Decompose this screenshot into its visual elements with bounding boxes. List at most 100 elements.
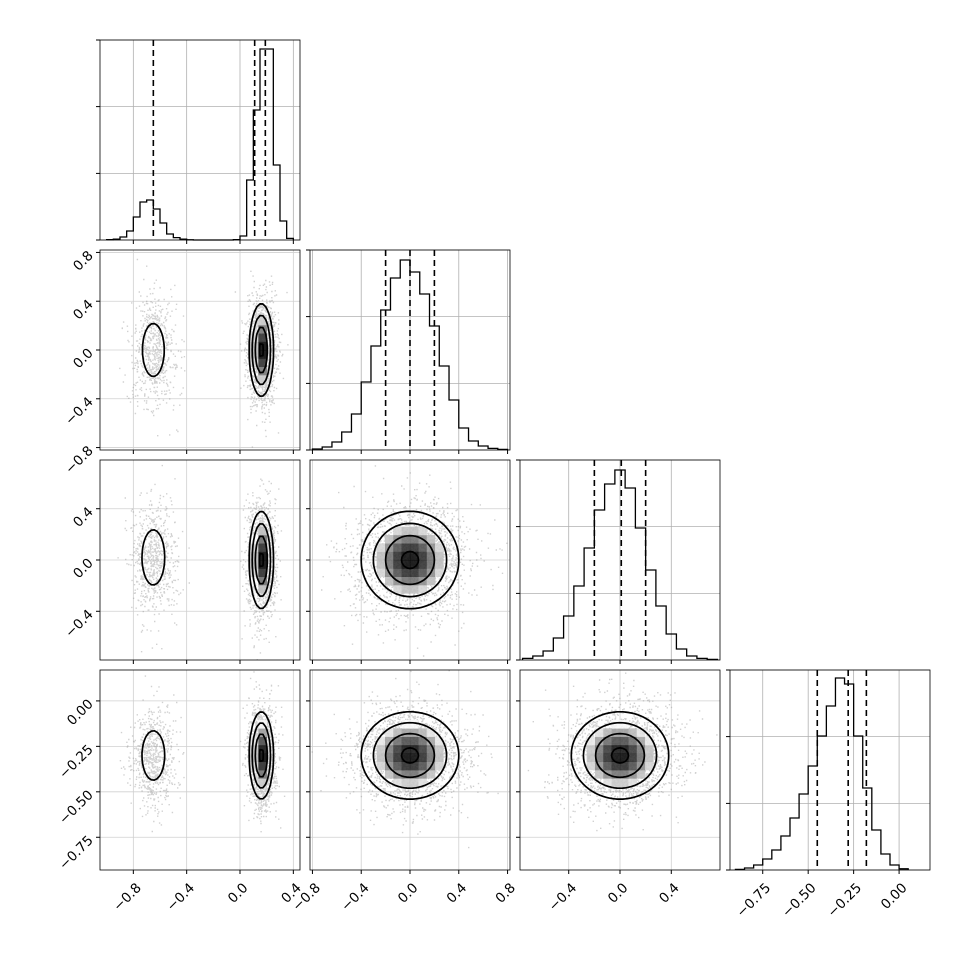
y-tick-label: −0.4 <box>62 394 96 428</box>
density-cell <box>401 585 411 594</box>
density-cell <box>258 736 267 746</box>
hist-bin <box>754 865 763 870</box>
scatter-panel-1-2 <box>309 459 511 661</box>
density-cell <box>603 778 612 787</box>
density-cell <box>636 728 646 737</box>
contour-line <box>141 711 275 800</box>
density-cell <box>603 728 612 737</box>
hist-bin <box>127 231 134 240</box>
density-cell <box>250 560 259 569</box>
x-tick-label: −0.4 <box>546 880 580 914</box>
hist-bin <box>332 442 342 450</box>
density-cell <box>645 761 654 771</box>
density-cell <box>385 576 394 586</box>
x-tick-label: 0.00 <box>878 880 911 913</box>
histogram-panel-3 <box>726 669 931 871</box>
contour-line <box>251 722 272 789</box>
density-cell <box>258 761 267 771</box>
density-cell <box>611 770 621 779</box>
density-cell <box>628 745 637 754</box>
hist-bin <box>781 836 790 870</box>
scatter-panel-0-3 <box>99 669 301 871</box>
density-cell <box>393 728 402 737</box>
density-cell <box>586 753 596 762</box>
hist-bin <box>605 484 615 660</box>
density-cell <box>401 526 411 536</box>
density-cell <box>603 753 612 762</box>
y-tick-label: 0.0 <box>70 555 97 582</box>
hist-bin <box>160 223 167 240</box>
density-cell <box>628 728 637 737</box>
density-cell <box>620 720 629 729</box>
hist-bin <box>890 865 899 870</box>
hist-bin <box>763 859 772 870</box>
density-cell <box>393 761 402 771</box>
density-cell <box>645 736 654 746</box>
density-cell <box>435 568 444 577</box>
density-cell <box>586 761 596 771</box>
density-cell <box>628 753 637 762</box>
density-cell <box>410 543 419 552</box>
hist-bin <box>273 165 280 240</box>
contour-line <box>582 721 658 790</box>
density-cell <box>410 770 419 779</box>
contour-line <box>141 510 275 610</box>
contour-line <box>372 721 448 790</box>
density-cell <box>250 543 259 552</box>
density-cell <box>393 560 402 569</box>
density-cell <box>435 551 444 561</box>
density-cell <box>376 568 386 577</box>
histogram-panel-0 <box>96 39 301 241</box>
density-cell <box>426 535 436 544</box>
hist-bin <box>863 788 872 870</box>
hist-bin <box>449 400 459 450</box>
density-cell <box>418 778 427 787</box>
scatter-panel-0-2 <box>99 459 301 661</box>
hist-bin <box>635 528 645 660</box>
hist-bin <box>543 651 553 660</box>
scatter-points <box>119 671 286 833</box>
hist-bin <box>826 706 835 870</box>
density-cell <box>401 778 411 787</box>
density-cell <box>376 745 386 754</box>
density-cell <box>611 753 621 762</box>
hist-bin <box>153 209 160 240</box>
density-cell <box>376 551 386 561</box>
y-tick-label: −0.50 <box>56 787 97 828</box>
density-cell <box>258 770 267 779</box>
density-cell <box>376 761 386 771</box>
contour-line <box>400 550 420 570</box>
y-tick-label: 0.4 <box>70 504 97 531</box>
density-cell <box>250 350 259 359</box>
density-cell <box>258 728 267 737</box>
hist-bin <box>553 638 563 660</box>
density-cell <box>393 585 402 594</box>
density-cell <box>426 728 436 737</box>
hist-bin <box>808 766 817 870</box>
density-cell <box>426 576 436 586</box>
density-cell <box>435 753 444 762</box>
density-cell <box>418 551 427 561</box>
y-tick-label: 0.4 <box>70 297 97 324</box>
density-cell <box>393 736 402 746</box>
density-cell <box>636 753 646 762</box>
density-cell <box>250 745 259 754</box>
density-cell <box>258 543 267 552</box>
histogram-panel-1 <box>306 249 511 451</box>
density-cell <box>258 745 267 754</box>
hist-bin <box>342 432 352 450</box>
density-cell <box>628 736 637 746</box>
contour-line <box>254 733 269 778</box>
density-cell <box>385 736 394 746</box>
density-cell <box>611 736 621 746</box>
x-tick-label: −0.50 <box>779 880 820 921</box>
histogram-panel-2 <box>516 459 721 661</box>
hist-bin <box>584 548 594 660</box>
density-cell <box>595 770 604 779</box>
density-cell <box>410 728 419 737</box>
density-cell <box>258 585 267 594</box>
density-cell <box>636 745 646 754</box>
density-cell <box>258 720 267 729</box>
density-cell <box>620 761 629 771</box>
